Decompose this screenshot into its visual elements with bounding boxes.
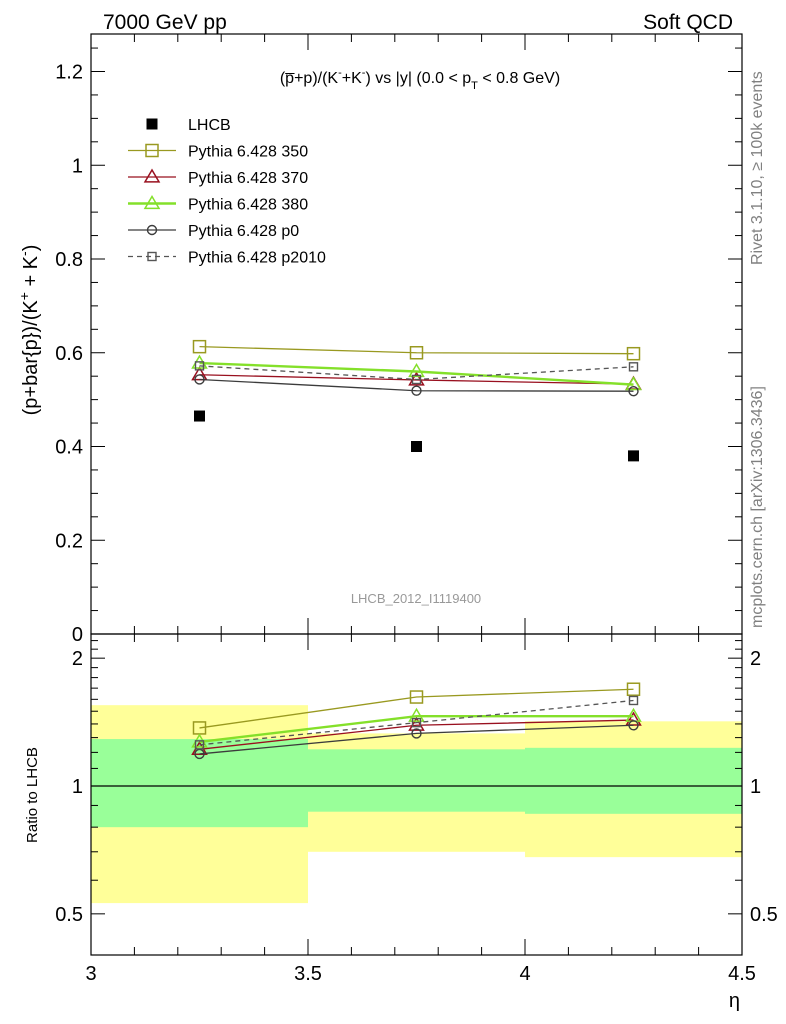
legend-entry: Pythia 6.428 p2010	[128, 250, 326, 267]
y-tick-label: 0.8	[55, 249, 83, 271]
series-line	[199, 378, 634, 392]
legend-entry: Pythia 6.428 350	[128, 144, 308, 161]
mcplots-reference-label: mcplots.cern.ch [arXiv:1306.3436]	[749, 386, 766, 628]
ratio-line	[199, 688, 634, 729]
legend-marker	[147, 251, 157, 262]
series-point	[411, 374, 422, 385]
ratio-point	[626, 682, 641, 696]
series-point	[194, 374, 205, 385]
chart-title: (p̅+p)/(K-+K-) vs |y| (0.0 < pT < 0.8 Ge…	[280, 67, 560, 92]
ratio-point	[408, 707, 425, 722]
legend-entry: Pythia 6.428 370	[128, 168, 308, 187]
ratio-point	[411, 728, 422, 739]
legend-label: Pythia 6.428 370	[188, 170, 308, 187]
series-line	[199, 365, 634, 381]
data-point	[628, 450, 639, 462]
legend-marker	[146, 118, 158, 130]
series-point	[628, 385, 639, 397]
series-pythia-6-428-p2010	[194, 361, 639, 385]
ratio-line	[199, 715, 634, 744]
ratio-panel-frame	[90, 633, 743, 956]
ratio-y-tick-label-right: 0.5	[750, 904, 778, 926]
legend-entry: Pythia 6.428 380	[128, 195, 308, 214]
y-tick-label: 1.2	[55, 62, 83, 84]
ratio-line	[199, 719, 634, 750]
analysis-tag: LHCB_2012_I1119400	[351, 591, 481, 606]
legend-marker	[146, 224, 158, 236]
ratio-line	[199, 724, 634, 755]
x-tick-label: 3	[85, 963, 96, 985]
legend: LHCB Pythia 6.428 350 Pythia 6.428 370 Pyth…	[128, 117, 326, 267]
ratio-point	[411, 717, 422, 728]
legend-label: Pythia 6.428 350	[188, 144, 308, 161]
ratio-point	[625, 711, 642, 726]
ratio-point	[194, 740, 205, 750]
series-lhcb-data	[194, 410, 639, 462]
series-point	[628, 362, 639, 372]
ratio-point	[409, 690, 424, 704]
y-tick-label: 0.4	[55, 437, 83, 459]
series-point	[411, 385, 422, 396]
x-tick-label: 3.5	[294, 963, 322, 985]
series-line	[199, 361, 634, 386]
series-pythia-6-428-350	[192, 339, 641, 361]
legend-label: Pythia 6.428 p2010	[188, 250, 326, 267]
ratio-point	[628, 720, 639, 731]
series-point	[626, 346, 641, 361]
ratio-y-tick-label-right: 1	[750, 776, 761, 798]
uncertainty-band-inner	[91, 739, 308, 828]
uncertainty-band-inner	[308, 749, 525, 812]
header-category-label: Soft QCD	[643, 11, 733, 34]
legend-marker	[145, 143, 159, 158]
x-axis-label: η	[729, 990, 740, 1012]
series-pythia-6-428-p0	[194, 374, 639, 397]
header-energy-label: 7000 GeV pp	[103, 11, 227, 34]
y-axis-label: (p+bar{p})/(K+ + K-)	[16, 245, 42, 416]
data-point	[411, 441, 422, 452]
ratio-line	[199, 699, 634, 746]
legend-marker	[143, 195, 161, 210]
ratio-y-tick-label: 0.5	[55, 904, 83, 926]
series-point	[409, 346, 424, 360]
series-point	[408, 363, 425, 378]
uncertainty-band-inner	[525, 747, 742, 814]
ratio-series-pythia-6-428-p2010	[194, 695, 639, 750]
y-tick-label: 0.2	[55, 530, 83, 552]
legend-entry: Pythia 6.428 p0	[128, 223, 299, 240]
main-panel: 0 0.2 0.4 0.6 0.8 1 1.2 (p̅+p)/(K-+K-) vs |y| …	[16, 33, 743, 646]
ratio-panel: 0.5 0.5 1 1 2 2 3 3.5 4 4.5 Ratio to LHCB η	[24, 34, 778, 1012]
rivet-version-label: Rivet 3.1.10, ≥ 100k events	[749, 71, 766, 265]
ratio-y-tick-label: 2	[72, 648, 83, 670]
y-tick-label: 0.6	[55, 343, 83, 365]
series-point	[194, 361, 205, 371]
legend-entry-lhcb: LHCB	[146, 117, 231, 134]
y-tick-label: 0	[72, 624, 83, 646]
ratio-y-axis-label: Ratio to LHCB	[24, 747, 41, 843]
ratio-series-pythia-6-428-350	[192, 682, 641, 735]
data-point	[194, 410, 205, 422]
y-tick-label: 1	[72, 155, 83, 177]
legend-label: Pythia 6.428 380	[188, 197, 308, 214]
legend-marker	[143, 168, 161, 183]
series-line	[199, 346, 634, 355]
legend-label: Pythia 6.428 p0	[188, 223, 299, 240]
legend-label: LHCB	[188, 117, 231, 134]
x-tick-label: 4.5	[728, 963, 756, 985]
ratio-y-tick-label-right: 2	[750, 648, 761, 670]
series-point	[192, 339, 207, 354]
ratio-point	[628, 695, 639, 706]
ratio-y-tick-label: 1	[72, 776, 83, 798]
series-point	[625, 376, 642, 391]
x-tick-label: 4	[519, 963, 530, 985]
